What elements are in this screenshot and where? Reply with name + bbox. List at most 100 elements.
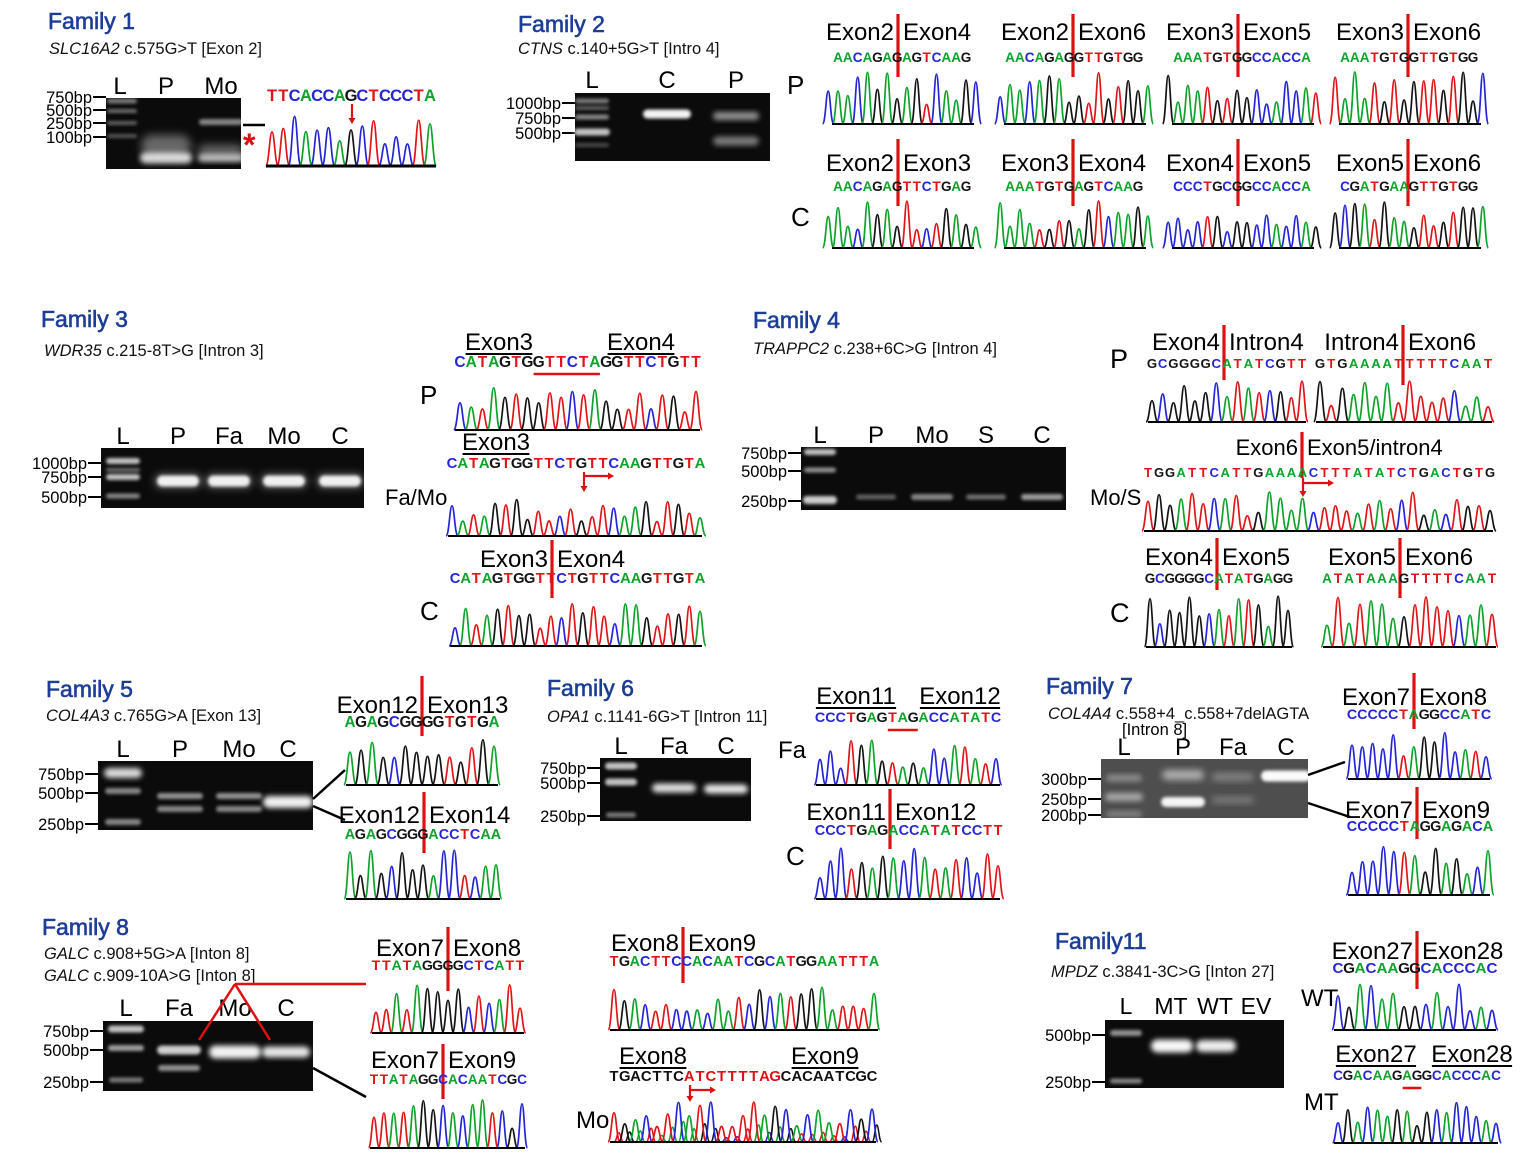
svg-text:T: T xyxy=(1055,179,1064,194)
svg-text:250bp: 250bp xyxy=(46,115,92,133)
svg-text:G: G xyxy=(422,958,433,974)
svg-text:Mo: Mo xyxy=(267,423,300,450)
svg-text:C: C xyxy=(1291,179,1301,194)
svg-text:[Intron 8]: [Intron 8] xyxy=(1122,721,1187,739)
svg-text:250bp: 250bp xyxy=(1041,791,1087,809)
svg-text:A: A xyxy=(1465,571,1475,586)
svg-text:P: P xyxy=(158,73,174,100)
svg-text:T: T xyxy=(1411,571,1420,586)
svg-text:L: L xyxy=(614,733,627,760)
svg-text:A: A xyxy=(813,1069,824,1085)
svg-text:C: C xyxy=(608,456,619,472)
svg-text:A: A xyxy=(412,958,422,974)
svg-text:G: G xyxy=(673,456,685,472)
svg-text:S: S xyxy=(978,422,994,449)
svg-text:C: C xyxy=(1388,707,1398,723)
svg-text:Exon9: Exon9 xyxy=(1422,797,1490,824)
svg-text:G: G xyxy=(892,179,903,194)
svg-text:OPA1 c.1141-6G>T [Intron 11]: OPA1 c.1141-6G>T [Intron 11] xyxy=(547,708,767,726)
svg-text:COL4A4 c.558+4_c.558+7delAGTA: COL4A4 c.558+4_c.558+7delAGTA xyxy=(1048,705,1309,723)
svg-text:C: C xyxy=(447,456,458,472)
svg-text:T: T xyxy=(1449,50,1458,65)
svg-text:Exon28: Exon28 xyxy=(1431,1041,1512,1068)
svg-text:A: A xyxy=(775,954,785,970)
svg-text:G: G xyxy=(855,1069,867,1085)
svg-text:Family 5: Family 5 xyxy=(46,676,133,702)
svg-text:A: A xyxy=(1441,819,1452,835)
svg-text:T: T xyxy=(1422,571,1431,586)
svg-text:C: C xyxy=(1252,50,1262,65)
svg-text:750bp: 750bp xyxy=(540,760,586,778)
svg-text:T: T xyxy=(598,456,607,472)
svg-text:G: G xyxy=(1420,819,1431,835)
svg-text:Exon3: Exon3 xyxy=(462,429,530,456)
svg-text:200bp: 200bp xyxy=(1041,807,1087,825)
svg-text:T: T xyxy=(1234,356,1242,371)
svg-text:G: G xyxy=(1350,179,1361,194)
svg-text:G: G xyxy=(1419,707,1430,723)
svg-text:C: C xyxy=(289,87,301,105)
svg-text:A: A xyxy=(367,714,378,731)
svg-text:G: G xyxy=(769,1069,781,1085)
svg-text:T: T xyxy=(981,710,990,726)
svg-text:Exon8: Exon8 xyxy=(453,935,521,962)
svg-text:T: T xyxy=(903,179,912,194)
svg-text:C: C xyxy=(454,354,465,371)
svg-text:A: A xyxy=(494,958,504,974)
svg-text:T: T xyxy=(932,179,941,194)
svg-text:T: T xyxy=(1094,50,1103,65)
svg-text:G: G xyxy=(524,571,535,587)
svg-text:Exon3: Exon3 xyxy=(1001,150,1069,177)
svg-text:C: C xyxy=(1465,960,1476,977)
svg-text:A: A xyxy=(824,1069,835,1085)
svg-text:500bp: 500bp xyxy=(515,125,561,143)
svg-text:Mo: Mo xyxy=(576,1107,609,1134)
svg-text:C: C xyxy=(567,354,578,371)
svg-text:A: A xyxy=(1432,960,1443,977)
svg-text:A: A xyxy=(1402,1068,1412,1083)
svg-text:T: T xyxy=(1225,571,1234,586)
svg-text:A: A xyxy=(695,571,706,587)
svg-text:Exon8: Exon8 xyxy=(619,1043,687,1070)
svg-text:C: C xyxy=(1487,960,1498,977)
svg-text:T: T xyxy=(663,1069,672,1085)
svg-text:T: T xyxy=(734,954,743,970)
svg-text:G: G xyxy=(1147,356,1157,371)
svg-text:C: C xyxy=(1366,960,1377,977)
svg-text:T: T xyxy=(1287,356,1295,371)
svg-text:C: C xyxy=(682,954,692,970)
svg-text:A: A xyxy=(1410,819,1421,835)
svg-text:T: T xyxy=(1400,819,1409,835)
svg-text:T: T xyxy=(1203,50,1212,65)
svg-text:G: G xyxy=(1422,1068,1433,1083)
svg-text:T: T xyxy=(680,354,690,371)
svg-text:P: P xyxy=(868,422,884,449)
svg-text:C: C xyxy=(1204,571,1214,586)
svg-text:A: A xyxy=(1074,179,1084,194)
svg-text:A: A xyxy=(1377,571,1387,586)
svg-text:C: C xyxy=(1421,960,1432,977)
svg-text:A: A xyxy=(448,1072,458,1087)
svg-text:Intron4: Intron4 xyxy=(1229,329,1304,356)
svg-text:250bp: 250bp xyxy=(43,1074,89,1092)
svg-text:T: T xyxy=(610,954,619,970)
svg-text:T: T xyxy=(568,571,577,587)
svg-text:C: C xyxy=(1471,1068,1481,1083)
svg-text:A: A xyxy=(619,456,630,472)
svg-text:GALC c.908+5G>A [Inton 8]: GALC c.908+5G>A [Inton 8] xyxy=(44,945,249,963)
svg-text:L: L xyxy=(813,422,826,449)
svg-text:A: A xyxy=(1360,179,1370,194)
svg-text:T: T xyxy=(556,354,566,371)
svg-text:C: C xyxy=(939,710,949,726)
svg-text:Exon5: Exon5 xyxy=(1222,544,1290,571)
svg-text:Exon7: Exon7 xyxy=(376,935,444,962)
svg-text:T: T xyxy=(511,354,521,371)
svg-text:A: A xyxy=(344,714,355,731)
svg-text:T: T xyxy=(1085,50,1094,65)
svg-text:C: C xyxy=(1277,734,1294,761)
svg-text:T: T xyxy=(1144,465,1152,480)
svg-text:T: T xyxy=(922,50,931,65)
svg-text:P: P xyxy=(728,67,744,94)
svg-text:G: G xyxy=(577,571,588,587)
svg-text:Exon5/intron4: Exon5/intron4 xyxy=(1307,435,1443,460)
